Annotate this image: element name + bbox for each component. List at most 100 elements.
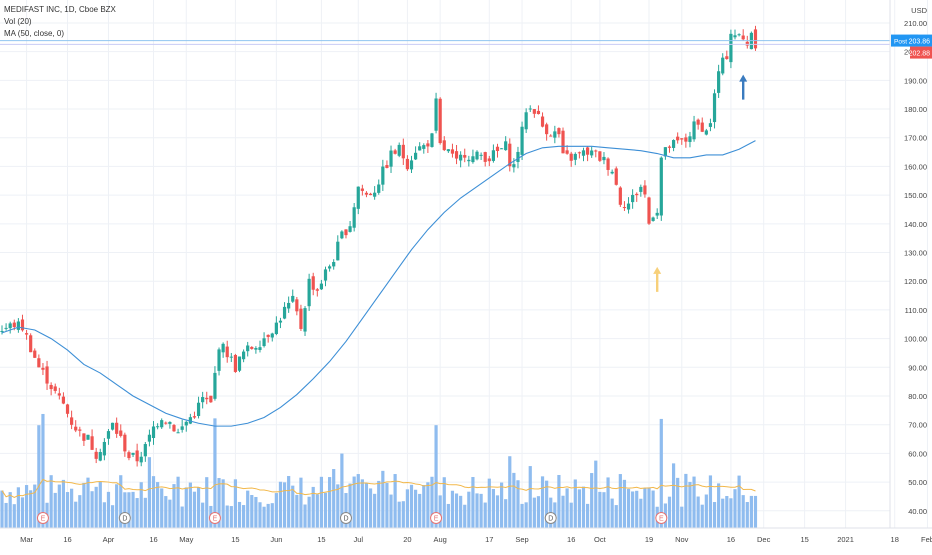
legend-ma[interactable]: MA (50, close, 0) — [4, 29, 65, 38]
volume-bar — [33, 484, 37, 528]
candle-up — [418, 146, 422, 151]
candle-up — [663, 147, 667, 157]
volume-bar — [418, 493, 422, 528]
candle-up — [409, 160, 414, 170]
time-tick-label: 18 — [891, 535, 899, 544]
dividend-marker-icon: D — [118, 512, 131, 524]
candle-down — [540, 116, 545, 127]
candle-up — [348, 226, 352, 232]
candle-up — [258, 347, 262, 350]
volume-bar — [557, 474, 561, 528]
volume-bar — [401, 501, 405, 528]
candle-up — [729, 33, 733, 63]
candle-down — [618, 187, 622, 205]
candle-up — [319, 283, 324, 290]
candle-up — [352, 207, 356, 228]
candle-up — [704, 130, 708, 135]
candle-down — [565, 150, 569, 154]
candle-up — [520, 126, 524, 155]
candle-down — [360, 188, 364, 191]
candle-down — [725, 56, 729, 60]
candle-down — [53, 386, 57, 391]
candle-up — [356, 186, 360, 209]
time-tick-label: May — [179, 535, 193, 544]
price-tick-label: 100.00 — [904, 335, 927, 344]
volume-bar — [94, 486, 98, 528]
volume-bar — [135, 498, 139, 528]
volume-bar — [143, 497, 147, 528]
marker-label: D — [122, 516, 127, 523]
candle-up — [639, 186, 643, 192]
candle-up — [287, 302, 291, 309]
candle-down — [315, 289, 319, 291]
candle-down — [585, 147, 590, 155]
candle-up — [479, 154, 483, 156]
legend-volume[interactable]: Vol (20) — [4, 17, 32, 26]
legend-symbol[interactable]: MEDIFAST INC, 1D, Cboe BZX — [4, 5, 116, 14]
volume-bar — [86, 477, 90, 528]
volume-bar — [217, 478, 221, 528]
volume-bar — [684, 473, 688, 528]
volume-bar — [282, 482, 287, 528]
candle-up — [708, 123, 713, 127]
candle-up — [524, 112, 528, 130]
volume-bar — [201, 502, 205, 528]
candle-up — [246, 345, 250, 352]
candle-up — [602, 156, 606, 161]
volume-bar — [237, 501, 242, 528]
candle-down — [233, 354, 238, 372]
volume-bar — [610, 498, 614, 528]
volume-bar — [536, 496, 541, 528]
candle-up — [389, 150, 393, 167]
candle-down — [495, 146, 500, 152]
marker-circle — [36, 512, 49, 524]
candles — [0, 25, 758, 467]
volume-bar — [442, 477, 446, 528]
volume-bar — [565, 488, 569, 528]
ma50-line — [1, 140, 756, 427]
candle-up — [467, 159, 471, 162]
candle-up — [213, 372, 217, 399]
candle-up — [180, 426, 184, 430]
candle-down — [119, 430, 123, 436]
candle-up — [201, 397, 205, 403]
time-axis: Mar 16 Apr 16 May 15 Jun 15 Jul 20 Aug 17 Sep 16 Oct 19… — [0, 527, 932, 544]
candle-up — [659, 157, 663, 216]
candle-up — [581, 150, 586, 156]
volume-bar — [532, 497, 536, 528]
candle-down — [49, 384, 53, 390]
candle-down — [598, 151, 602, 161]
volume-bar — [471, 477, 475, 528]
candle-up — [143, 444, 147, 457]
candle-up — [254, 348, 258, 350]
post-tag-label: Post — [894, 39, 907, 46]
volume-bar — [61, 479, 66, 528]
candle-down — [368, 193, 373, 196]
last-price-tag — [910, 46, 932, 59]
candle-up — [340, 231, 344, 239]
volume-bar — [364, 483, 369, 528]
volume-bar — [434, 425, 438, 528]
volume-bar — [422, 485, 426, 528]
volume-bar — [385, 482, 389, 528]
candle-up — [499, 148, 504, 150]
candle-down — [569, 153, 573, 161]
marker-circle — [339, 512, 352, 524]
candle-down — [78, 429, 82, 431]
volume-bar — [753, 495, 758, 528]
volume-bar — [483, 502, 487, 528]
candle-down — [696, 119, 700, 125]
candle-down — [483, 152, 487, 162]
time-tick-label: Sep — [515, 535, 528, 544]
candle-up — [237, 356, 242, 371]
marker-circle — [208, 512, 221, 524]
candle-down — [487, 158, 491, 162]
candle-down — [192, 416, 197, 418]
candle-up — [274, 322, 278, 335]
volume-bar — [20, 497, 25, 528]
volume-bar — [336, 484, 340, 528]
volume-bar — [581, 486, 586, 528]
